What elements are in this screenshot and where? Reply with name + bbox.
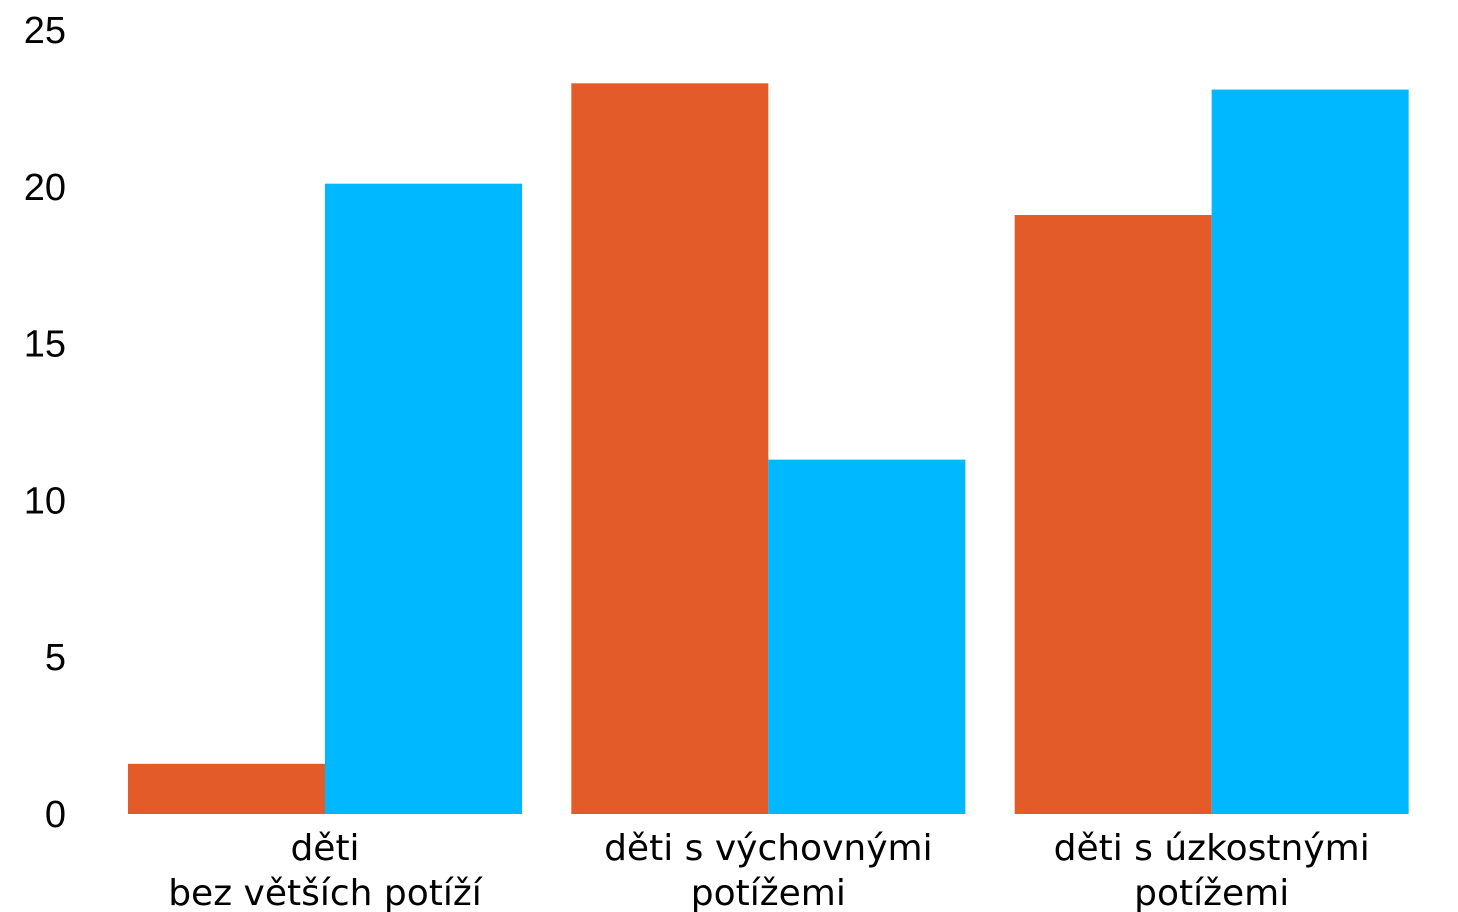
y-tick-label: 0: [45, 794, 66, 836]
y-tick-label: 20: [24, 167, 66, 209]
x-category-label: potížemi: [691, 873, 846, 912]
x-axis-labels: děti bez větších potíží děti s výchovnými p…: [168, 828, 1370, 912]
bars: [128, 83, 1409, 815]
bar: [768, 459, 966, 814]
x-category-label: děti: [290, 828, 359, 869]
bar: [1014, 215, 1212, 815]
bar: [1211, 89, 1409, 815]
bar: [571, 83, 769, 814]
y-tick-label: 5: [45, 637, 66, 679]
y-tick-label: 15: [24, 324, 66, 366]
x-category-label: děti s výchovnými: [604, 828, 933, 869]
x-category-label: děti s úzkostnými: [1054, 828, 1370, 869]
y-axis-ticks: 0 5 10 15 20 25: [24, 10, 66, 836]
x-category-label: bez větších potíží: [168, 873, 483, 912]
y-tick-label: 25: [24, 10, 66, 52]
bar: [128, 763, 325, 814]
bar: [325, 183, 522, 814]
y-tick-label: 10: [24, 480, 66, 522]
x-category-label: potížemi: [1134, 873, 1289, 912]
